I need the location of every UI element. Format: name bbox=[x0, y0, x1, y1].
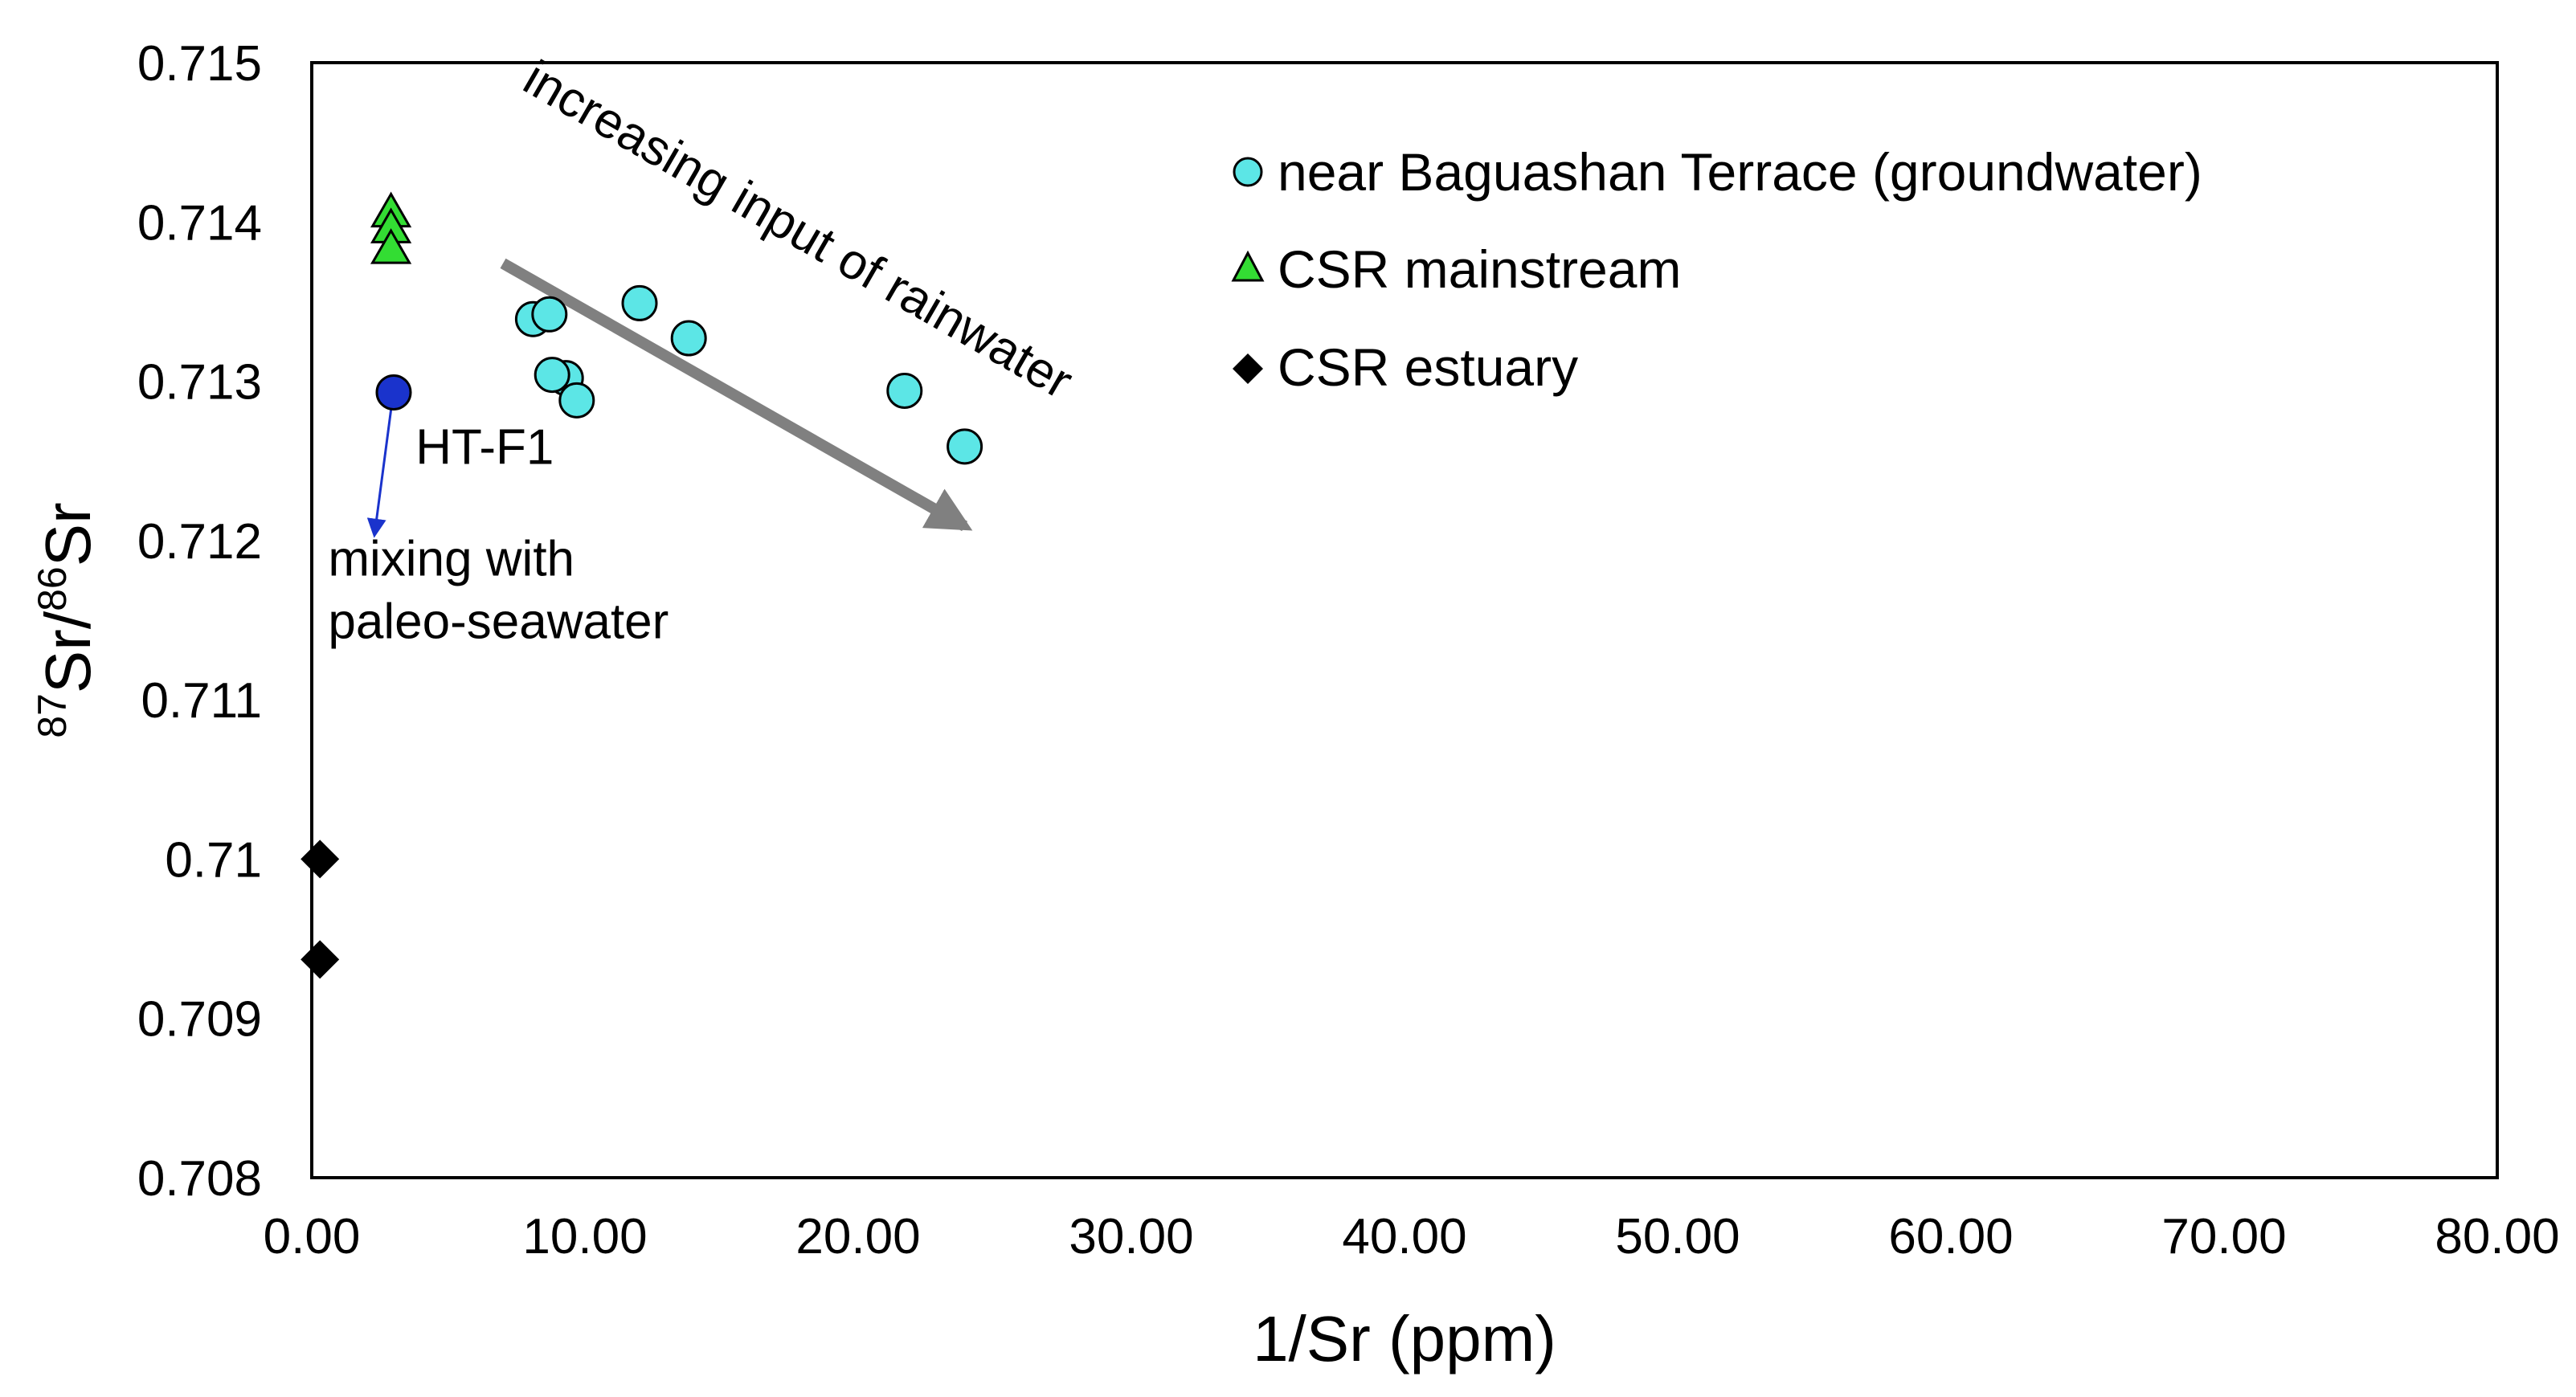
y-title-sup2: 86 bbox=[30, 566, 75, 611]
x-tick-label: 10.00 bbox=[522, 1209, 647, 1264]
legend-label-groundwater: near Baguashan Terrace (groundwater) bbox=[1278, 142, 2202, 202]
data-point-diamond bbox=[301, 940, 340, 979]
x-tick-label: 0.00 bbox=[264, 1209, 361, 1264]
x-tick-label: 60.00 bbox=[1888, 1209, 2013, 1264]
x-tick-label: 50.00 bbox=[1615, 1209, 1740, 1264]
data-point-circle bbox=[531, 296, 568, 333]
x-axis-ticks: 0.00 10.00 20.00 30.00 40.00 50.00 60.00 70.00 8… bbox=[264, 1209, 2560, 1264]
y-title-main2: Sr bbox=[32, 502, 104, 566]
data-point-circle bbox=[947, 428, 983, 465]
data-points bbox=[301, 191, 983, 979]
x-tick-label: 20.00 bbox=[795, 1209, 920, 1264]
x-tick-label: 80.00 bbox=[2435, 1209, 2559, 1264]
x-tick-label: 40.00 bbox=[1342, 1209, 1466, 1264]
y-axis-ticks: 0.708 0.709 0.71 0.711 0.712 0.713 0.714 0.715 bbox=[137, 36, 262, 1207]
x-axis-title: 1/Sr (ppm) bbox=[1253, 1303, 1556, 1375]
legend-label-mainstream: CSR mainstream bbox=[1278, 239, 1681, 299]
data-point-circle bbox=[558, 382, 595, 419]
data-point-diamond bbox=[301, 839, 340, 879]
data-point-circle bbox=[886, 372, 923, 409]
y-tick-label: 0.71 bbox=[165, 832, 262, 888]
data-point-circle bbox=[375, 374, 412, 411]
y-axis-title: 87Sr/86Sr bbox=[30, 502, 104, 737]
rain-arrow bbox=[500, 258, 973, 532]
y-tick-label: 0.711 bbox=[141, 673, 262, 729]
legend-triangle-icon bbox=[1231, 250, 1265, 282]
y-title-sup1: 87 bbox=[30, 693, 75, 738]
data-point-circle bbox=[621, 284, 658, 321]
mix-arrow bbox=[366, 410, 393, 538]
y-tick-label: 0.712 bbox=[137, 514, 262, 570]
y-title-main1: Sr/ bbox=[32, 611, 104, 693]
y-tick-label: 0.713 bbox=[137, 355, 262, 411]
legend-label-estuary: CSR estuary bbox=[1278, 337, 1578, 397]
x-tick-label: 30.00 bbox=[1069, 1209, 1193, 1264]
ht-f1-label: HT-F1 bbox=[415, 420, 554, 476]
x-tick-label: 70.00 bbox=[2161, 1209, 2286, 1264]
y-tick-label: 0.714 bbox=[137, 195, 262, 251]
data-point-circle bbox=[534, 357, 570, 394]
legend-circle-icon bbox=[1233, 157, 1263, 187]
y-tick-label: 0.715 bbox=[137, 36, 262, 92]
data-point-triangle bbox=[370, 228, 412, 264]
mixing-label-line2: paleo-seawater bbox=[328, 594, 669, 649]
y-tick-label: 0.709 bbox=[137, 992, 262, 1048]
legend-diamond-icon bbox=[1233, 353, 1263, 384]
data-point-circle bbox=[670, 320, 707, 357]
plot-area bbox=[310, 61, 2499, 1179]
legend: near Baguashan Terrace (groundwater) CSR… bbox=[1231, 142, 2202, 397]
y-tick-label: 0.708 bbox=[137, 1151, 262, 1207]
arrows bbox=[366, 258, 973, 538]
mixing-label-line1: mixing with bbox=[328, 531, 574, 586]
